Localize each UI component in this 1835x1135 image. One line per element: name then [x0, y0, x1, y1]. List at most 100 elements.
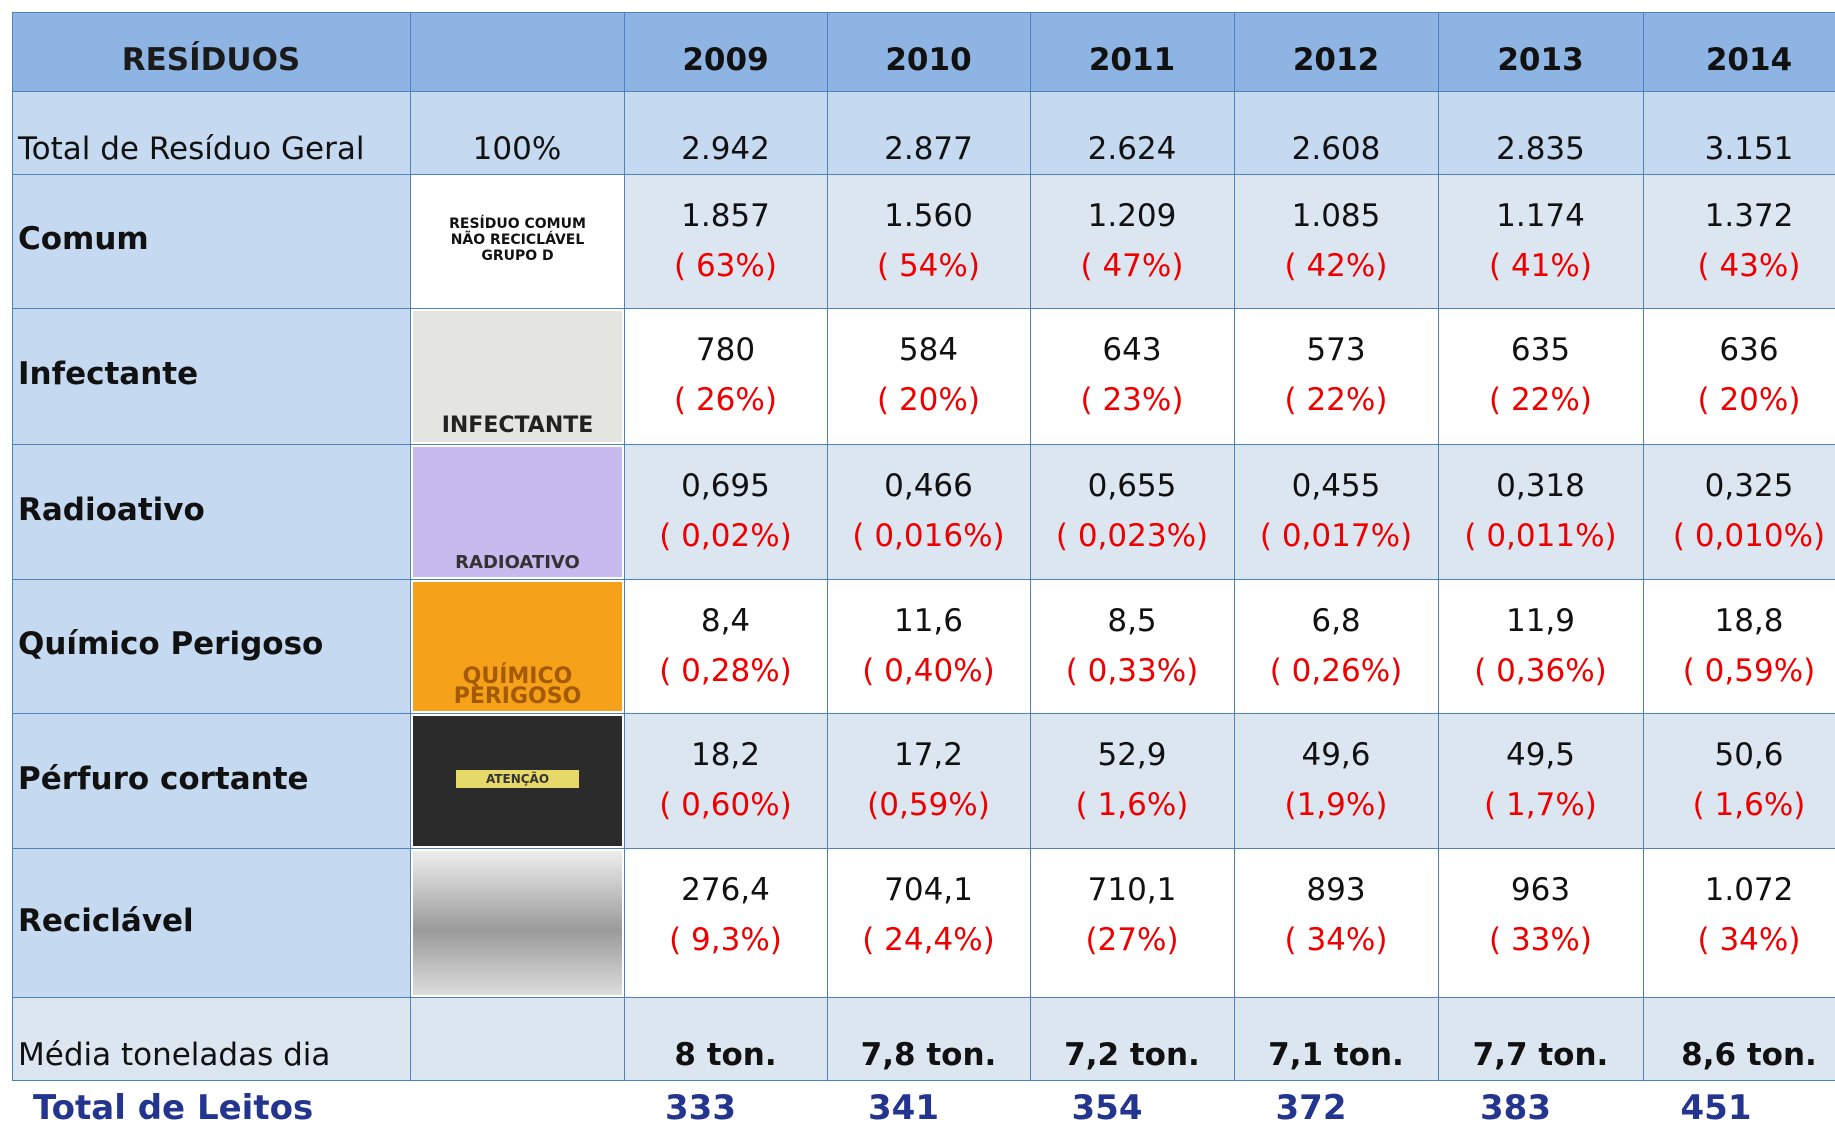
total-value: 2.608	[1291, 131, 1381, 167]
percent: ( 0,36%)	[1474, 653, 1607, 689]
amount: 584	[898, 332, 959, 368]
table-cell	[1234, 91, 1439, 175]
percent: ( 23%)	[1080, 382, 1184, 418]
icon-text: PERIGOSO	[453, 684, 582, 709]
table-cell	[827, 174, 1031, 309]
table-cell	[1643, 308, 1835, 445]
percent: ( 34%)	[1697, 922, 1801, 958]
waste-icon	[413, 851, 622, 995]
table-cell	[1030, 174, 1235, 309]
table-cell	[827, 848, 1031, 998]
amount: 50,6	[1714, 737, 1784, 773]
amount: 11,9	[1505, 603, 1576, 639]
row-label: Comum	[18, 221, 149, 257]
table-cell	[1234, 579, 1439, 714]
table-cell	[624, 848, 828, 998]
beds-value: 372	[1275, 1088, 1347, 1128]
amount: 780	[695, 332, 756, 368]
row-label: Pérfuro cortante	[18, 760, 309, 797]
average-label: Média toneladas dia	[18, 1037, 331, 1073]
table-cell	[1643, 713, 1835, 849]
percent: ( 63%)	[674, 248, 777, 284]
waste-icon: INFECTANTE	[413, 311, 622, 442]
table-cell	[1030, 848, 1235, 998]
amount: 1.857	[681, 198, 770, 234]
table-cell	[1438, 174, 1644, 309]
amount: 573	[1306, 332, 1366, 368]
percent: (1,9%)	[1284, 787, 1388, 823]
waste-icon: RADIOATIVO	[413, 447, 622, 577]
table-cell	[827, 91, 1031, 175]
table-cell	[1234, 997, 1439, 1081]
table-cell	[12, 848, 411, 998]
beds-value: 341	[868, 1088, 939, 1128]
percent: ( 47%)	[1080, 248, 1184, 284]
amount: 8,4	[700, 603, 751, 639]
row-label: Infectante	[18, 356, 199, 392]
table-cell	[1234, 713, 1439, 849]
amount: 18,2	[690, 737, 761, 773]
table-cell	[624, 308, 828, 445]
amount: 0,455	[1291, 468, 1381, 504]
percent: ( 0,010%)	[1672, 518, 1826, 554]
table-cell	[12, 308, 411, 445]
amount: 1.085	[1291, 198, 1381, 234]
amount: 49,6	[1301, 737, 1371, 773]
amount: 0,695	[681, 468, 770, 504]
icon-text: INFECTANTE	[441, 413, 594, 438]
percent: (0,59%)	[867, 787, 990, 823]
beds-label: Total de Leitos	[33, 1088, 314, 1128]
beds-value: 451	[1680, 1088, 1752, 1128]
amount: 1.174	[1496, 198, 1585, 234]
percent: ( 43%)	[1697, 248, 1801, 284]
table-cell	[1234, 12, 1439, 92]
amount: 8,5	[1107, 603, 1157, 639]
table-cell	[624, 91, 828, 175]
table-cell	[827, 444, 1031, 580]
table-cell	[1030, 91, 1235, 175]
table-cell	[12, 444, 411, 580]
amount: 710,1	[1087, 872, 1177, 908]
table-cell	[410, 91, 625, 175]
average-value: 7,2 ton.	[1064, 1037, 1200, 1073]
percent: ( 0,28%)	[659, 653, 792, 689]
average-value: 7,7 ton.	[1472, 1037, 1609, 1073]
percent: ( 9,3%)	[669, 922, 782, 958]
amount: 49,5	[1505, 737, 1576, 773]
beds-value: 383	[1480, 1088, 1551, 1128]
total-value: 2.624	[1087, 131, 1177, 167]
percent: ( 0,017%)	[1259, 518, 1413, 554]
table-cell	[624, 444, 828, 580]
table-cell	[12, 997, 411, 1081]
icon-text: NÃO RECICLÁVEL	[450, 231, 585, 248]
row-label: Químico Perigoso	[18, 626, 324, 662]
total-value: 2.835	[1496, 131, 1585, 167]
amount: 893	[1306, 872, 1366, 908]
total-value: 2.877	[884, 131, 973, 167]
amount: 1.560	[884, 198, 973, 234]
total-value: 2.942	[681, 131, 770, 167]
percent: ( 1,7%)	[1484, 787, 1597, 823]
table-cell	[1643, 579, 1835, 714]
amount: 635	[1510, 332, 1571, 368]
table-cell	[1643, 997, 1835, 1081]
percent: ( 33%)	[1489, 922, 1592, 958]
percent: ( 54%)	[877, 248, 980, 284]
amount: 643	[1102, 332, 1162, 368]
table-cell	[1438, 997, 1644, 1081]
icon-text: GRUPO D	[481, 247, 554, 264]
percent: ( 0,40%)	[862, 653, 995, 689]
year-header: 2013	[1497, 42, 1584, 78]
waste-icon: RESÍDUO COMUM NÃO RECICLÁVEL GRUPO D	[413, 177, 622, 306]
percent: ( 0,59%)	[1682, 653, 1816, 689]
percent: ( 0,016%)	[852, 518, 1005, 554]
percent: ( 22%)	[1489, 382, 1592, 418]
amount: 18,8	[1714, 603, 1784, 639]
percent: ( 34%)	[1284, 922, 1388, 958]
percent: ( 0,33%)	[1065, 653, 1199, 689]
table-cell	[827, 579, 1031, 714]
table-cell	[410, 12, 625, 92]
amount: 276,4	[681, 872, 770, 908]
total-label: Total de Resíduo Geral	[18, 131, 365, 167]
table-cell	[1643, 848, 1835, 998]
